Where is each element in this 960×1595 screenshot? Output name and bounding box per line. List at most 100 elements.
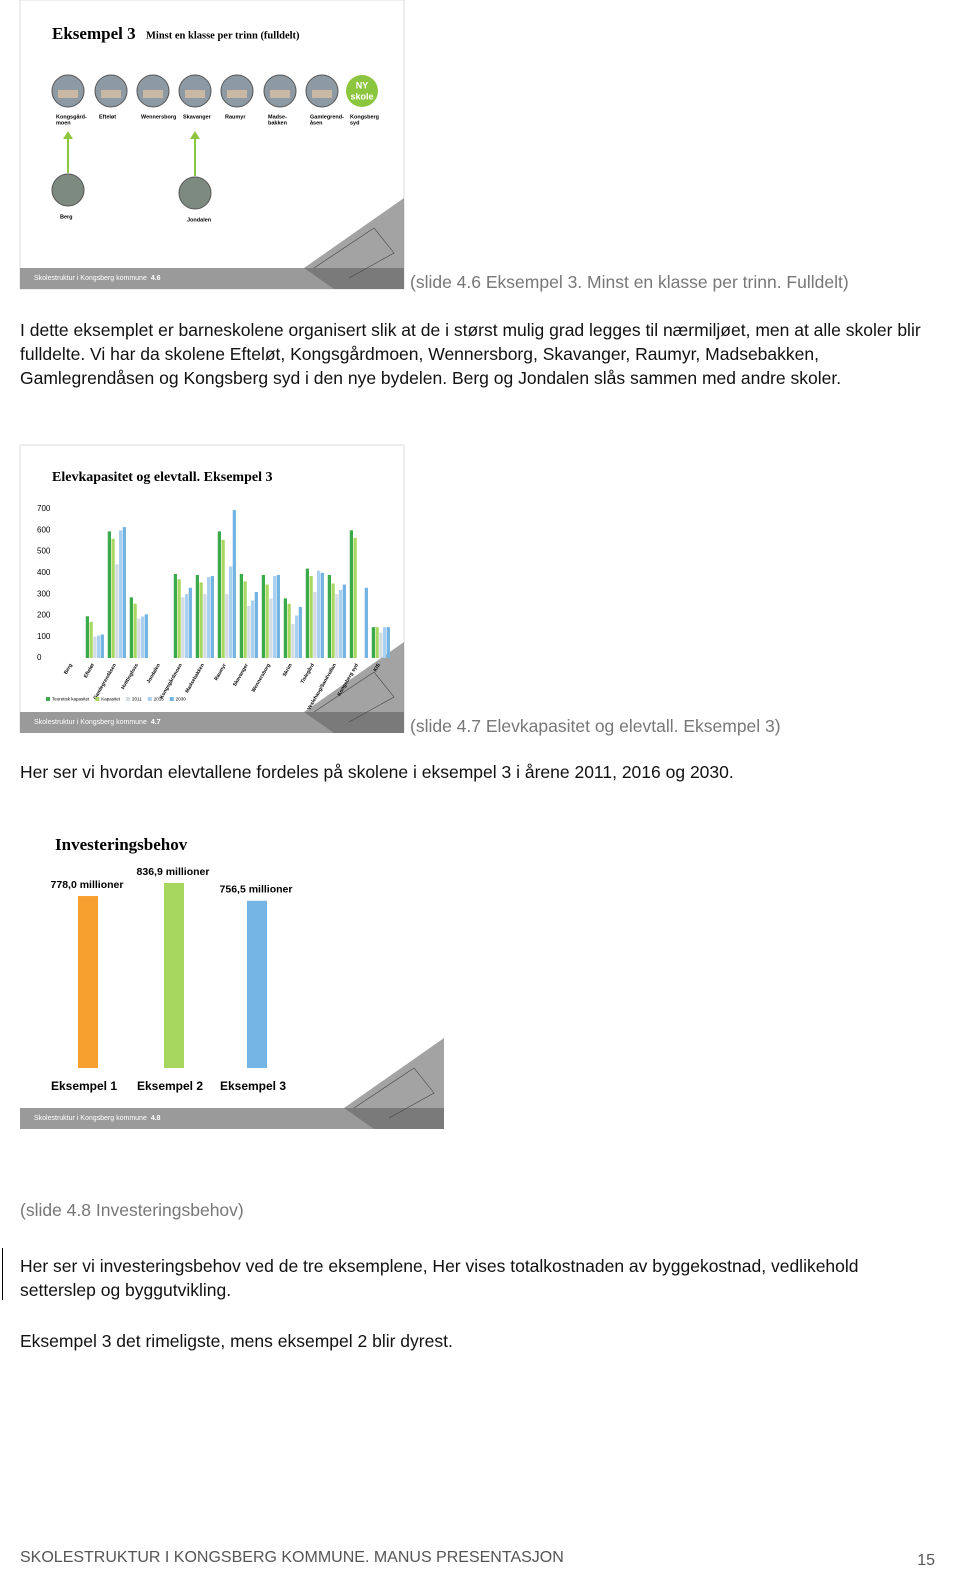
slide-footer-band <box>20 268 404 289</box>
bar <box>100 634 104 658</box>
x-tick-label: Eksempel 2 <box>137 1079 203 1093</box>
photo-detail <box>101 90 121 98</box>
bar <box>89 621 93 658</box>
bar <box>164 883 184 1068</box>
chart-title: Elevkapasitet og elevtall. Eksempel 3 <box>52 470 273 485</box>
bar <box>177 579 181 658</box>
legend-swatch <box>46 697 50 701</box>
bar <box>228 566 233 658</box>
bar <box>144 614 148 658</box>
bar <box>122 527 126 658</box>
bar <box>78 896 98 1068</box>
slide-title: Eksempel 3 <box>52 24 136 43</box>
chart-title: Investeringsbehov <box>55 835 188 854</box>
bar <box>217 531 221 658</box>
bar <box>133 603 137 658</box>
bar <box>335 594 339 658</box>
x-tick-label: KIS <box>373 662 383 673</box>
bar <box>96 635 101 658</box>
bar <box>85 616 89 658</box>
bar <box>287 603 291 658</box>
bar <box>269 598 273 658</box>
decoration <box>344 1038 444 1129</box>
bar <box>195 574 199 658</box>
bar <box>338 589 343 658</box>
legend-swatch <box>95 697 100 701</box>
slide-footer: Skolestruktur i Kongsberg kommune <box>34 719 147 726</box>
slide-number: 4.6 <box>151 275 161 282</box>
bar <box>107 531 111 658</box>
bar <box>265 584 269 658</box>
bar <box>243 581 247 658</box>
paragraph: Her ser vi hvordan elevtallene fordeles … <box>20 762 734 782</box>
bar <box>181 597 185 658</box>
x-tick-label: Berg <box>63 663 74 676</box>
bar <box>375 627 379 658</box>
bar <box>137 618 141 658</box>
legend-swatch <box>126 697 131 701</box>
bar <box>206 577 211 658</box>
paragraph: Eksempel 3 det rimeligste, mens eksempel… <box>20 1331 453 1351</box>
bar <box>291 623 295 658</box>
bar <box>129 597 133 658</box>
arrow-head <box>190 131 200 139</box>
slide-subtitle: Minst en klasse per trinn (fulldelt) <box>146 30 300 41</box>
legend-label: 2011 <box>132 697 142 702</box>
school-label: Kongsberg <box>350 114 379 120</box>
x-tick-label: Eksempel 1 <box>51 1079 117 1093</box>
school-label: Raumyr <box>225 114 246 120</box>
paragraph: I dette eksemplet er barneskolene organi… <box>20 320 921 388</box>
school-photo <box>51 173 85 207</box>
bar <box>188 587 192 658</box>
y-tick-label: 200 <box>37 611 51 620</box>
bar <box>254 592 258 658</box>
y-tick-label: 0 <box>37 653 42 662</box>
bar <box>342 584 346 658</box>
bar <box>316 570 321 658</box>
y-tick-label: 600 <box>37 525 51 534</box>
bar <box>313 592 317 658</box>
bar <box>247 900 267 1068</box>
new-school-label: NY <box>356 80 369 90</box>
page-number: 15 <box>917 1552 935 1569</box>
paragraph: Her ser vi investeringsbehov ved de tre … <box>20 1256 859 1300</box>
slide-footer-band <box>20 712 404 733</box>
x-tick-label: Eksempel 3 <box>220 1079 286 1093</box>
bar <box>276 574 280 658</box>
school-label: bakken <box>268 120 288 126</box>
caption: (slide 4.7 Elevkapasitet og elevtall. Ek… <box>410 716 781 736</box>
bar <box>225 594 229 658</box>
legend-swatch <box>147 697 152 701</box>
photo-detail <box>143 90 163 98</box>
slide-footer: Skolestruktur i Kongsberg kommune <box>34 275 147 282</box>
legend-label: Teoretisk kapasitet <box>52 697 90 702</box>
photo-detail <box>270 90 290 98</box>
legend-label: 2030 <box>176 697 187 702</box>
caption: (slide 4.6 Eksempel 3. Minst en klasse p… <box>410 272 849 292</box>
bar <box>331 583 335 658</box>
value-label: 836,9 millioner <box>137 866 210 878</box>
bar <box>320 572 324 658</box>
slide-footer: Skolestruktur i Kongsberg kommune <box>34 1115 147 1122</box>
school-label: Jondalen <box>187 217 212 223</box>
bar <box>382 627 387 658</box>
slide-footer-band <box>20 1108 444 1129</box>
bar <box>173 573 177 658</box>
school-label: Kongsgård- <box>56 113 87 120</box>
bar <box>221 539 225 658</box>
bar <box>349 530 353 658</box>
caption: (slide 4.8 Investeringsbehov) <box>20 1200 244 1220</box>
y-tick-label: 100 <box>37 632 51 641</box>
photo-detail <box>227 90 247 98</box>
bar <box>261 574 265 658</box>
bar <box>309 576 313 658</box>
y-tick-label: 400 <box>37 568 51 577</box>
bar <box>353 537 357 658</box>
school-label: Gamlegrend- <box>310 114 344 120</box>
slide-frame <box>19 0 405 290</box>
school-label: Wennersborg <box>141 114 176 120</box>
y-tick-label: 700 <box>37 504 51 513</box>
slide-number: 4.8 <box>151 1115 161 1122</box>
school-label: Berg <box>60 214 73 220</box>
